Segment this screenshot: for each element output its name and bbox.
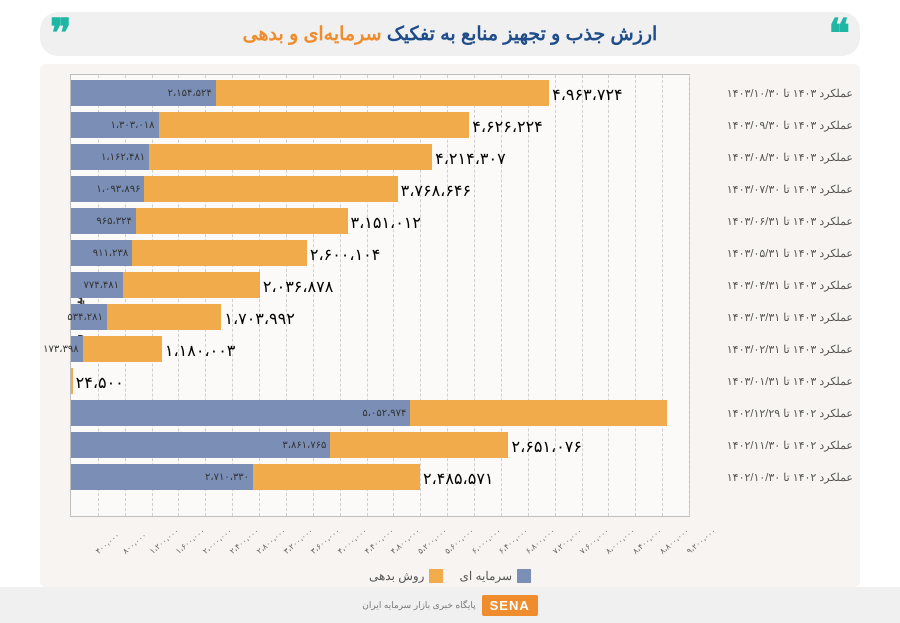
page: ❝ ارزش جذب و تجهیز منابع به تفکیک سرمایه… (0, 0, 900, 623)
quote-close-icon: ❞ (50, 14, 72, 54)
x-tick: ۶،۴۰۰،۰۰۰ (497, 526, 530, 556)
legend: سرمایه ای روش بدهی (40, 569, 860, 583)
bar-blue: ۲،۱۵۴،۵۲۴ (71, 80, 216, 106)
bar-row: عملکرد ۱۴۰۳ تا ۱۴۰۳/۰۱/۳۱۲۴،۵۰۰ (71, 365, 689, 397)
bar-row: عملکرد ۱۴۰۳ تا ۱۴۰۳/۰۳/۳۱۱،۷۰۳،۹۹۲۵۳۴،۲۸… (71, 301, 689, 333)
bar-row: عملکرد ۱۴۰۳ تا ۱۴۰۳/۰۷/۳۰۳،۷۶۸،۶۴۶۱،۰۹۳،… (71, 173, 689, 205)
legend-label-blue: سرمایه ای (459, 569, 512, 583)
bar-blue: ۵۳۴،۲۸۱ (71, 304, 107, 330)
bar-blue-value: ۱،۰۹۳،۸۹۶ (92, 184, 144, 195)
category-label: عملکرد ۱۴۰۳ تا ۱۴۰۳/۰۸/۳۰ (694, 141, 859, 173)
bar-blue-value: ۵،۰۵۲،۹۷۴ (358, 408, 410, 419)
bar-row: عملکرد ۱۴۰۳ تا ۱۴۰۳/۱۰/۳۰۴،۹۶۳،۷۲۴۲،۱۵۴،… (71, 77, 689, 109)
category-label: عملکرد ۱۴۰۳ تا ۱۴۰۳/۰۱/۳۱ (694, 365, 859, 397)
bar-row: عملکرد ۱۴۰۲ تا ۱۴۰۲/۱۰/۳۰۲،۴۸۵،۵۷۱۲،۷۱۰،… (71, 461, 689, 493)
category-label: عملکرد ۱۴۰۳ تا ۱۴۰۳/۰۷/۳۰ (694, 173, 859, 205)
gridline (689, 75, 690, 516)
title-main: ارزش جذب و تجهیز منابع به تفکیک (387, 24, 658, 45)
bar-blue-value: ۵۳۴،۲۸۱ (63, 312, 106, 323)
page-title: ارزش جذب و تجهیز منابع به تفکیک سرمایه‌ا… (243, 23, 658, 46)
category-label: عملکرد ۱۴۰۳ تا ۱۴۰۳/۰۹/۳۰ (694, 109, 859, 141)
bar-blue-value: ۲،۷۱۰،۳۳۰ (201, 472, 253, 483)
x-tick: ۸۰۰،۰۰۰ (121, 531, 149, 556)
legend-swatch-blue (517, 569, 531, 583)
bar-row: عملکرد ۱۴۰۳ تا ۱۴۰۳/۰۹/۳۰۴،۶۲۶،۲۲۴۱،۳۰۳،… (71, 109, 689, 141)
x-tick: ۸،۸۰۰،۰۰۰ (658, 526, 691, 556)
bar-blue: ۹۱۱،۲۳۸ (71, 240, 132, 266)
bar-blue-value: ۹۶۵،۳۲۴ (92, 216, 135, 227)
x-tick: ۶،۸۰۰،۰۰۰ (524, 526, 557, 556)
category-label: عملکرد ۱۴۰۳ تا ۱۴۰۳/۰۲/۳۱ (694, 333, 859, 365)
bar-orange-value: ۳،۷۶۸،۶۴۶ (401, 181, 471, 201)
bar-blue-value: ۱۷۳،۳۹۸ (39, 344, 82, 355)
bar-row: عملکرد ۱۴۰۲ تا ۱۴۰۲/۱۱/۳۰۲،۶۵۱،۰۷۶۳،۸۶۱،… (71, 429, 689, 461)
bar-orange (71, 368, 73, 394)
category-label: عملکرد ۱۴۰۳ تا ۱۴۰۳/۰۶/۳۱ (694, 205, 859, 237)
title-bar: ❝ ارزش جذب و تجهیز منابع به تفکیک سرمایه… (40, 12, 860, 56)
x-tick: ۴،۰۰۰،۰۰۰ (336, 526, 369, 556)
bar-orange-value: ۴،۹۶۳،۷۲۴ (552, 85, 622, 105)
x-tick: ۵،۶۰۰،۰۰۰ (443, 526, 476, 556)
category-label: عملکرد ۱۴۰۳ تا ۱۴۰۳/۰۴/۳۱ (694, 269, 859, 301)
bar-blue-value: ۳،۸۶۱،۷۶۵ (278, 440, 330, 451)
x-tick: ۶،۰۰۰،۰۰۰ (470, 526, 503, 556)
x-tick: ۳،۲۰۰،۰۰۰ (282, 526, 315, 556)
legend-swatch-orange (429, 569, 443, 583)
legend-item-orange: روش بدهی (369, 569, 444, 583)
category-label: عملکرد ۱۴۰۳ تا ۱۴۰۳/۰۵/۳۱ (694, 237, 859, 269)
category-label: عملکرد ۱۴۰۲ تا ۱۴۰۲/۱۱/۳۰ (694, 429, 859, 461)
bar-blue: ۵،۰۵۲،۹۷۴ (71, 400, 410, 426)
quote-open-icon: ❝ (828, 14, 850, 54)
category-label: عملکرد ۱۴۰۲ تا ۱۴۰۲/۱۲/۲۹ (694, 397, 859, 429)
bar-row: عملکرد ۱۴۰۳ تا ۱۴۰۳/۰۶/۳۱۳،۱۵۱،۰۱۲۹۶۵،۳۲… (71, 205, 689, 237)
bar-blue-value: ۷۷۴،۴۸۱ (80, 280, 123, 291)
bar-blue: ۹۶۵،۳۲۴ (71, 208, 136, 234)
bar-orange-value: ۲،۴۸۵،۵۷۱ (423, 469, 493, 489)
bar-orange (71, 336, 162, 362)
bar-orange-value: ۴،۲۱۴،۳۰۷ (435, 149, 505, 169)
bar-blue-value: ۱،۱۶۲،۴۸۱ (97, 152, 149, 163)
bar-blue: ۳،۸۶۱،۷۶۵ (71, 432, 330, 458)
title-accent: سرمایه‌ای و بدهی (243, 24, 382, 45)
bar-row: عملکرد ۱۴۰۳ تا ۱۴۰۳/۰۸/۳۰۴،۲۱۴،۳۰۷۱،۱۶۲،… (71, 141, 689, 173)
bar-row: عملکرد ۱۴۰۳ تا ۱۴۰۳/۰۵/۳۱۲،۶۰۰،۱۰۴۹۱۱،۲۳… (71, 237, 689, 269)
category-label: عملکرد ۱۴۰۲ تا ۱۴۰۲/۱۰/۳۰ (694, 461, 859, 493)
category-label: عملکرد ۱۴۰۳ تا ۱۴۰۳/۱۰/۳۰ (694, 77, 859, 109)
category-label: عملکرد ۱۴۰۳ تا ۱۴۰۳/۰۳/۳۱ (694, 301, 859, 333)
bar-blue: ۱،۱۶۲،۴۸۱ (71, 144, 149, 170)
bar-orange-value: ۲،۶۵۱،۰۷۶ (511, 437, 581, 457)
bar-orange-value: ۱،۷۰۳،۹۹۲ (224, 309, 294, 329)
footer-logo: SENA (482, 595, 538, 616)
bar-row: عملکرد ۱۴۰۳ تا ۱۴۰۳/۰۴/۳۱۲،۰۳۶،۸۷۸۷۷۴،۴۸… (71, 269, 689, 301)
bar-orange-value: ۲،۰۳۶،۸۷۸ (263, 277, 333, 297)
bar-blue: ۱،۳۰۳،۰۱۸ (71, 112, 159, 138)
footer: SENA پایگاه خبری بازار سرمایه ایران (0, 587, 900, 623)
bar-orange-value: ۴،۶۲۶،۲۲۴ (472, 117, 542, 137)
bar-blue-value: ۱،۳۰۳،۰۱۸ (106, 120, 158, 131)
bar-blue: ۱۷۳،۳۹۸ (71, 336, 83, 362)
bar-blue: ۱،۰۹۳،۸۹۶ (71, 176, 144, 202)
legend-label-orange: روش بدهی (369, 569, 425, 583)
legend-item-blue: سرمایه ای (459, 569, 531, 583)
x-tick: ۲،۸۰۰،۰۰۰ (255, 526, 288, 556)
bar-orange-value: ۳،۱۵۱،۰۱۲ (351, 213, 421, 233)
bar-blue: ۲،۷۱۰،۳۳۰ (71, 464, 253, 490)
plot-area: ۴۰۰،۰۰۰۸۰۰،۰۰۰۱،۲۰۰،۰۰۰۱،۶۰۰،۰۰۰۲،۰۰۰،۰۰… (70, 74, 690, 517)
bar-orange-value: ۲۴،۵۰۰ (76, 373, 124, 393)
bar-blue-value: ۹۱۱،۲۳۸ (89, 248, 132, 259)
x-tick: ۳،۶۰۰،۰۰۰ (309, 526, 342, 556)
bar-orange-value: ۲،۶۰۰،۱۰۴ (310, 245, 380, 265)
bar-orange-value: ۱،۱۸۰،۰۰۳ (165, 341, 235, 361)
chart-panel: ۴۰۰،۰۰۰۸۰۰،۰۰۰۱،۲۰۰،۰۰۰۱،۶۰۰،۰۰۰۲،۰۰۰،۰۰… (40, 64, 860, 587)
bar-row: عملکرد ۱۴۰۳ تا ۱۴۰۳/۰۲/۳۱۱،۱۸۰،۰۰۳۱۷۳،۳۹… (71, 333, 689, 365)
bar-row: عملکرد ۱۴۰۲ تا ۱۴۰۲/۱۲/۲۹۳،۸۱۳،۶۷۱۵،۰۵۲،… (71, 397, 689, 429)
bar-blue: ۷۷۴،۴۸۱ (71, 272, 123, 298)
bar-blue-value: ۲،۱۵۴،۵۲۴ (164, 88, 216, 99)
footer-subtitle: پایگاه خبری بازار سرمایه ایران (362, 600, 475, 611)
x-tick: ۴۰۰،۰۰۰ (94, 531, 122, 556)
x-tick: ۹،۲۰۰،۰۰۰ (685, 526, 718, 556)
